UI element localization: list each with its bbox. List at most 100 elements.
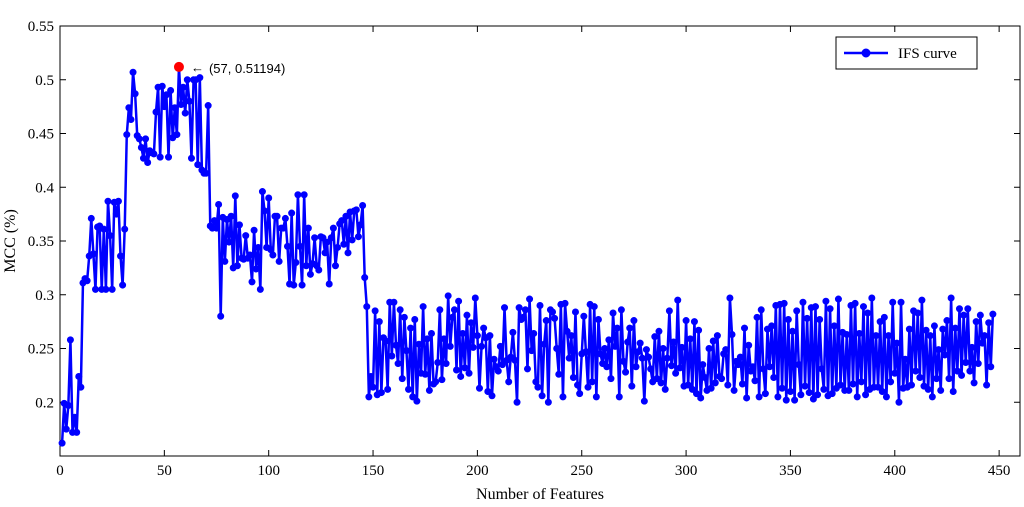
data-point xyxy=(663,354,671,362)
data-point xyxy=(194,161,202,169)
data-point xyxy=(928,393,936,401)
data-point xyxy=(444,292,452,300)
data-point xyxy=(461,364,469,372)
data-point xyxy=(438,376,446,384)
data-point xyxy=(329,224,337,232)
data-point xyxy=(607,375,615,383)
data-point xyxy=(369,383,377,391)
data-point xyxy=(916,374,924,382)
data-point xyxy=(615,393,623,401)
data-point xyxy=(411,315,419,323)
data-point xyxy=(774,393,782,401)
data-point xyxy=(874,383,882,391)
data-point xyxy=(949,387,957,395)
data-point xyxy=(707,384,715,392)
data-point xyxy=(327,234,335,242)
data-point xyxy=(142,135,150,143)
data-point xyxy=(135,135,143,143)
data-point xyxy=(114,197,122,205)
data-point xyxy=(966,367,974,375)
data-point xyxy=(862,391,870,399)
data-point xyxy=(945,375,953,383)
data-point xyxy=(676,364,684,372)
data-point xyxy=(887,378,895,386)
data-point xyxy=(407,324,415,332)
data-point xyxy=(171,104,179,112)
data-point xyxy=(446,342,454,350)
data-point xyxy=(131,90,139,98)
data-point xyxy=(590,303,598,311)
data-point xyxy=(935,346,943,354)
data-point xyxy=(553,344,561,352)
data-point xyxy=(738,380,746,388)
data-point xyxy=(695,326,703,334)
data-point xyxy=(626,324,634,332)
data-point xyxy=(436,306,444,314)
data-point xyxy=(711,379,719,387)
data-point xyxy=(930,322,938,330)
data-point xyxy=(505,378,513,386)
data-point xyxy=(684,381,692,389)
data-point xyxy=(730,386,738,394)
data-point xyxy=(937,386,945,394)
data-point xyxy=(985,319,993,327)
data-point xyxy=(177,100,185,108)
x-tick-label: 100 xyxy=(257,463,280,479)
plot-area xyxy=(59,25,1021,457)
data-point xyxy=(699,361,707,369)
data-point xyxy=(682,317,690,325)
data-point xyxy=(252,265,260,273)
data-point xyxy=(538,392,546,400)
data-point xyxy=(816,315,824,323)
data-point xyxy=(117,252,125,260)
data-point xyxy=(964,305,972,313)
data-point xyxy=(179,83,187,91)
data-point xyxy=(112,210,120,218)
data-point xyxy=(196,74,204,82)
data-point xyxy=(233,262,241,270)
data-point xyxy=(300,191,308,199)
data-point xyxy=(89,250,97,258)
data-point xyxy=(551,314,559,322)
data-point xyxy=(434,358,442,366)
data-point xyxy=(58,439,66,447)
data-point xyxy=(275,257,283,265)
data-point xyxy=(165,153,173,161)
data-point xyxy=(480,324,488,332)
data-point xyxy=(71,413,79,421)
data-point xyxy=(768,322,776,330)
data-point xyxy=(857,378,865,386)
data-point xyxy=(811,303,819,311)
y-tick-label: 0.3 xyxy=(35,288,54,304)
data-point xyxy=(897,298,905,306)
data-point xyxy=(688,385,696,393)
data-point xyxy=(156,153,164,161)
data-point xyxy=(634,348,642,356)
x-tick-label: 350 xyxy=(779,463,802,479)
data-point xyxy=(432,378,440,386)
data-point xyxy=(741,324,749,332)
data-point xyxy=(127,116,135,124)
data-point xyxy=(334,243,342,251)
data-point xyxy=(158,82,166,90)
data-point xyxy=(638,354,646,362)
data-point xyxy=(592,393,600,401)
data-point xyxy=(77,383,85,391)
data-point xyxy=(559,393,567,401)
data-point xyxy=(859,303,867,311)
data-point xyxy=(254,243,262,251)
data-point xyxy=(377,389,385,397)
data-point xyxy=(367,372,375,380)
data-point xyxy=(363,303,371,311)
data-point xyxy=(311,234,319,242)
data-point xyxy=(789,327,797,335)
data-point xyxy=(544,398,552,406)
data-point xyxy=(215,200,223,208)
data-point xyxy=(632,363,640,371)
data-point xyxy=(651,333,659,341)
data-point xyxy=(87,214,95,222)
data-point xyxy=(73,428,81,436)
data-point xyxy=(718,375,726,383)
data-point xyxy=(455,297,463,305)
data-point xyxy=(636,339,644,347)
